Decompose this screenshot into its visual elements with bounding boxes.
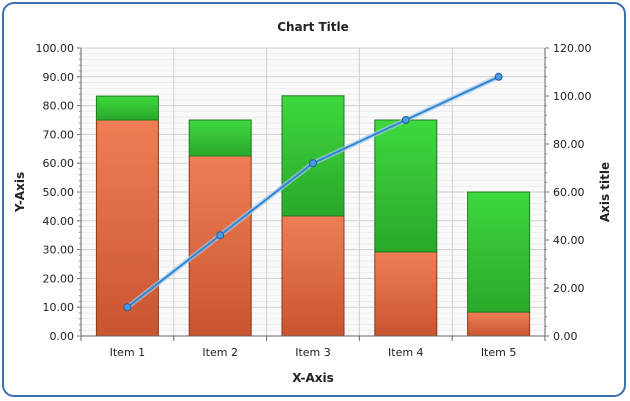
line-point-5 [494,72,503,81]
y2-tick-label: 60.00 [553,186,585,199]
y2-axis-ticks: 0.00 20.00 40.00 60.00 80.00 100.00 120.00 [545,42,592,343]
y-tick-label: 50.00 [43,186,75,199]
bar-orange-5 [467,311,531,337]
x-tick-label: Item 5 [481,346,517,359]
x-tick-label: Item 3 [295,346,331,359]
y-axis-ticks: 0.00 10.00 20.00 30.00 40.00 50.00 60.00 70.00 8… [36,42,81,343]
bar-orange-4 [374,251,438,337]
bar-orange-2 [188,155,252,337]
y-tick-label: 0.00 [50,330,75,343]
y-tick-label: 10.00 [43,301,75,314]
bar-green-5 [467,191,531,313]
y2-tick-label: 80.00 [553,138,585,151]
y2-tick-label: 0.00 [553,330,578,343]
x-tick-label: Item 4 [388,346,424,359]
y-tick-label: 20.00 [43,272,75,285]
y-tick-label: 90.00 [43,71,75,84]
y-tick-label: 40.00 [43,215,75,228]
chart-frame: Chart Title 0.00 10.00 20.00 30.00 40.00 50.0… [2,2,626,397]
bar-green-2 [188,119,252,157]
line-point-2 [216,231,225,240]
axes-group [77,48,549,340]
y2-tick-label: 100.00 [553,90,592,103]
y2-axis-title: Axis title [598,162,612,222]
x-tick-label: Item 2 [202,346,238,359]
line-series-group [123,72,503,312]
y2-tick-label: 120.00 [553,42,592,55]
chart-title: Chart Title [277,20,349,34]
bar-orange-3 [281,215,345,337]
x-axis-ticks: Item 1 Item 2 Item 3 Item 4 Item 5 [80,336,546,359]
chart-svg: Chart Title 0.00 10.00 20.00 30.00 40.00 50.0… [13,20,612,385]
y-tick-label: 70.00 [43,128,75,141]
bar-green-4 [374,119,438,253]
y-tick-label: 30.00 [43,244,75,257]
x-axis-title: X-Axis [292,371,334,385]
y2-tick-label: 20.00 [553,282,585,295]
line-point-4 [401,116,410,124]
bar-green-1 [95,95,159,121]
line-point-3 [309,159,317,168]
bars-group [95,95,531,337]
line-point-1 [123,303,132,312]
y-axis-title: Y-Axis [13,172,27,213]
bar-green-3 [281,95,345,217]
x-tick-label: Item 1 [110,346,146,359]
y2-tick-label: 40.00 [553,234,585,247]
y-tick-label: 60.00 [43,157,75,170]
y-tick-label: 80.00 [43,100,75,113]
y-tick-label: 100.00 [36,42,75,55]
bar-orange-1 [95,119,159,337]
